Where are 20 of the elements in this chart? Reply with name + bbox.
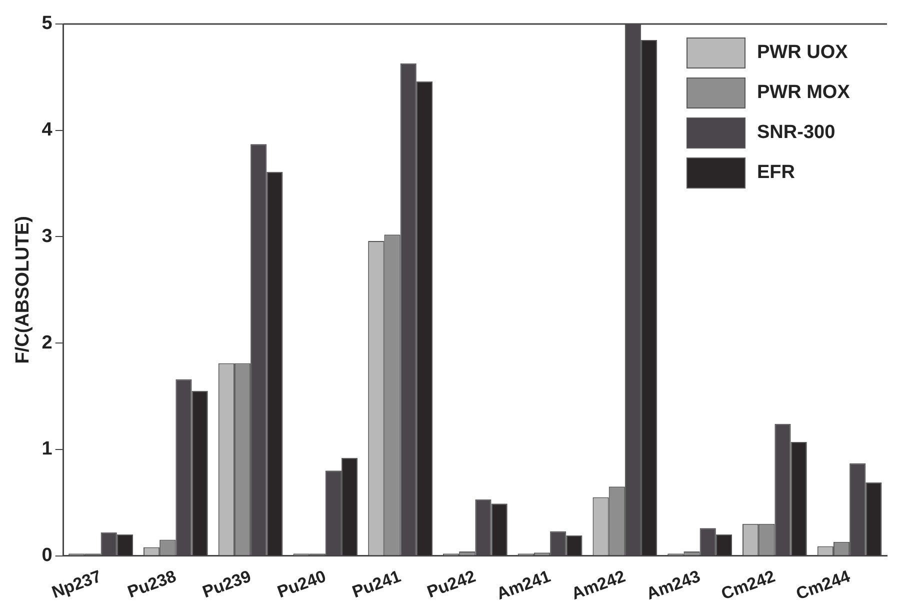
x-tick-label: Pu240 (274, 566, 328, 602)
y-tick-label: 1 (42, 438, 53, 460)
y-tick-label: 3 (42, 226, 52, 247)
legend-label: PWR UOX (757, 42, 848, 64)
legend-label: EFR (757, 162, 796, 184)
y-tick-label: 5 (42, 13, 53, 34)
x-tick-label: Pu241 (350, 566, 404, 602)
x-tick-label: Np237 (49, 566, 104, 602)
x-tick-label: Pu242 (424, 566, 478, 602)
y-tick-label: 0 (42, 544, 52, 566)
legend-label: PWR MOX (757, 82, 850, 104)
y-tick-label: 2 (42, 332, 52, 354)
x-tick-label: Am241 (494, 566, 554, 604)
y-tick-label: 4 (42, 120, 53, 141)
y-axis-title: F/C(ABSOLUTE) (12, 216, 34, 364)
x-tick-label: Cm242 (718, 566, 778, 604)
legend-label: SNR-300 (757, 122, 836, 144)
x-tick-label: Pu238 (125, 566, 179, 602)
x-tick-label: Cm244 (794, 566, 854, 604)
x-tick-label: Pu239 (200, 566, 254, 602)
